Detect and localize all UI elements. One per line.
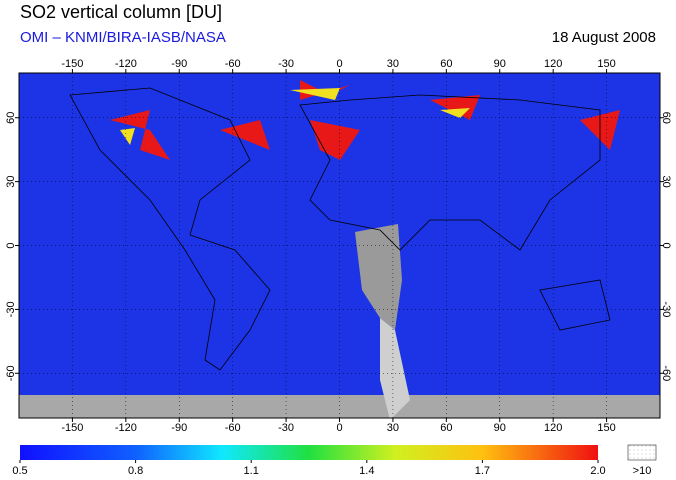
lon-tick-label: 0 (336, 422, 342, 434)
lat-tick-label: -60 (660, 365, 672, 381)
title: SO2 vertical column [DU] (20, 2, 222, 22)
lon-tick-label: 60 (440, 422, 452, 434)
lon-tick-label: 90 (494, 422, 506, 434)
lat-tick-label: 60 (5, 112, 17, 124)
lon-tick-label: 60 (440, 58, 452, 70)
high-so2-region (110, 80, 620, 160)
lat-tick-label: 0 (5, 242, 17, 248)
date: 18 August 2008 (552, 29, 656, 46)
no-data-swath (355, 224, 402, 330)
lat-tick-label: -60 (5, 365, 17, 381)
coastline (69, 87, 611, 371)
lon-tick-label: 150 (597, 422, 615, 434)
no-data-swath (380, 318, 410, 418)
colorbar-over-box (627, 444, 657, 461)
lat-tick-label: 0 (660, 242, 672, 248)
lat-tick-label: 30 (5, 175, 17, 187)
lon-tick-label: -30 (278, 422, 294, 434)
colorbar (20, 445, 598, 460)
lon-tick-label: -120 (115, 422, 137, 434)
lon-tick-label: -60 (225, 422, 241, 434)
lon-tick-label: -90 (171, 58, 187, 70)
lon-tick-label: 120 (544, 58, 562, 70)
lon-tick-label: -30 (278, 58, 294, 70)
lon-tick-label: -120 (115, 58, 137, 70)
colorbar-tick-label: 2.0 (590, 465, 605, 477)
lon-tick-label: 30 (387, 58, 399, 70)
colorbar-tick-label: 1.1 (244, 465, 259, 477)
colorbar-over-label: >10 (633, 465, 652, 477)
colorbar-tick-label: 1.7 (475, 465, 490, 477)
lon-tick-label: 90 (494, 58, 506, 70)
lon-tick-label: -60 (225, 58, 241, 70)
colorbar-tick-label: 0.5 (12, 465, 27, 477)
lon-tick-label: -150 (61, 58, 83, 70)
lon-tick-label: 150 (597, 58, 615, 70)
colorbar-tick-label: 1.4 (359, 465, 374, 477)
lat-tick-label: -30 (5, 301, 17, 317)
lon-tick-label: 0 (336, 58, 342, 70)
lat-tick-label: -30 (660, 301, 672, 317)
lon-tick-label: 120 (544, 422, 562, 434)
antarctica (19, 395, 660, 418)
source: OMI – KNMI/BIRA-IASB/NASA (20, 29, 226, 46)
lat-tick-label: 60 (660, 112, 672, 124)
lon-tick-label: -90 (171, 422, 187, 434)
lon-tick-label: 30 (387, 422, 399, 434)
colorbar-tick-label: 0.8 (128, 465, 143, 477)
lon-tick-label: -150 (61, 422, 83, 434)
lat-tick-label: 30 (660, 175, 672, 187)
